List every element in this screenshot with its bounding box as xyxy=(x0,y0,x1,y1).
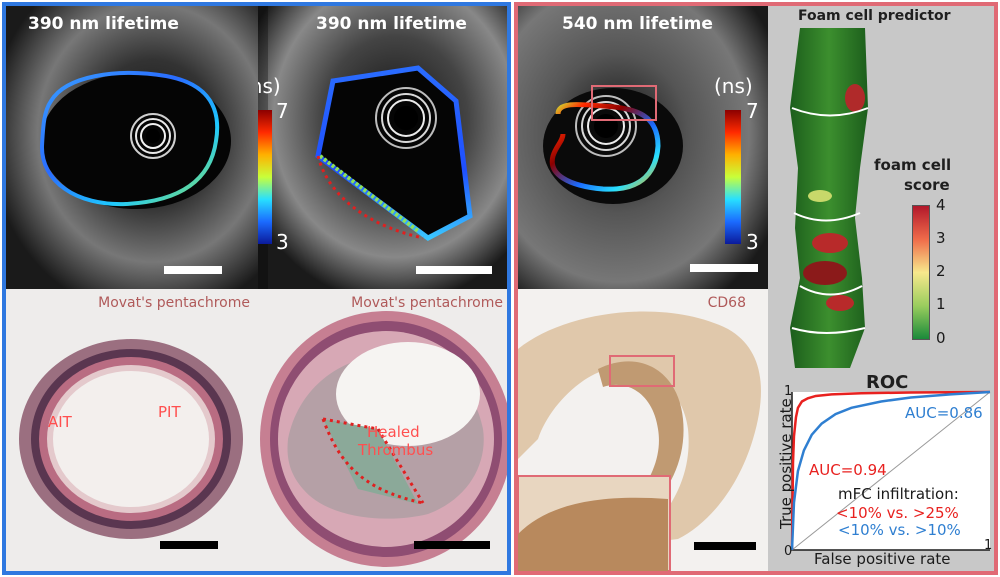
stain-label: Movat's pentachrome xyxy=(351,295,503,311)
roc-curve-1 xyxy=(790,390,991,551)
score-tick-1: 1 xyxy=(936,295,946,313)
scale-bar xyxy=(414,541,490,549)
stain-label: Movat's pentachrome xyxy=(98,295,250,311)
roc-curve-0 xyxy=(790,390,991,551)
left-panel-frame xyxy=(2,2,511,575)
oct-rings xyxy=(258,6,507,289)
colorbar-unit: (ns) xyxy=(714,74,753,98)
label-healed: Healed xyxy=(367,423,420,441)
legend-blue: <10% vs. >10% xyxy=(838,521,961,539)
histology-vessel xyxy=(260,311,507,567)
oct-title: 540 nm lifetime xyxy=(562,14,713,34)
score-colorbar xyxy=(912,205,930,340)
x-axis-label: False positive rate xyxy=(814,550,951,568)
scale-bar xyxy=(416,266,492,274)
oct-image-390nm-b: 390 nm lifetime (ns) 7 3 xyxy=(258,6,507,289)
legend-title: mFC infiltration: xyxy=(838,485,959,503)
x-tick-min: 0 xyxy=(784,544,793,559)
oct-title: 390 nm lifetime xyxy=(28,14,179,34)
legend-red: <10% vs. >25% xyxy=(836,504,959,522)
predictor-title: Foam cell predictor xyxy=(798,8,951,24)
score-label-line2: score xyxy=(904,176,950,194)
score-tick-4: 4 xyxy=(936,196,946,214)
roc-reference-line xyxy=(791,391,991,551)
y-tick-max: 1 xyxy=(784,384,793,399)
oct-image-540nm: 540 nm lifetime (ns) 7 3 xyxy=(518,6,768,289)
score-tick-3: 3 xyxy=(936,229,946,247)
scale-bar xyxy=(164,266,222,274)
colorbar-unit: (ns) xyxy=(258,74,281,98)
label-ait: AIT xyxy=(48,413,72,431)
roc-title: ROC xyxy=(866,372,909,393)
right-panel-frame xyxy=(514,2,998,575)
histology-movat-a: Movat's pentachrome AIT PIT xyxy=(6,289,258,571)
colorbar-lifetime xyxy=(258,110,272,244)
scale-bar xyxy=(690,264,758,272)
scale-bar xyxy=(160,541,218,549)
histology-cd68: CD68 xyxy=(518,289,768,571)
histology-vessel xyxy=(518,311,761,571)
auc-label-blue: AUC=0.86 xyxy=(905,404,983,422)
histology-movat-b: Movat's pentachrome Healed Thrombus xyxy=(258,289,507,571)
vessel-3d-model xyxy=(790,28,869,368)
score-label-line1: foam cell xyxy=(874,156,952,174)
colorbar-max: 7 xyxy=(746,99,759,123)
x-tick-max: 1 xyxy=(984,538,993,553)
auc-label-red: AUC=0.94 xyxy=(809,461,887,479)
colorbar-lifetime xyxy=(725,110,741,244)
histology-vessel xyxy=(19,339,243,539)
stain-label: CD68 xyxy=(707,295,746,311)
scale-bar xyxy=(694,542,756,550)
score-tick-0: 0 xyxy=(936,329,946,347)
y-axis-label: True positive rate xyxy=(777,398,795,529)
oct-title: 390 nm lifetime xyxy=(316,14,467,34)
colorbar-max: 7 xyxy=(276,99,289,123)
oct-rings xyxy=(6,6,258,289)
score-tick-2: 2 xyxy=(936,262,946,280)
label-pit: PIT xyxy=(158,403,181,421)
oct-image-390nm-a: 390 nm lifetime xyxy=(6,6,258,289)
roc-chart xyxy=(790,390,991,551)
colorbar-min: 3 xyxy=(276,230,289,254)
label-thrombus: Thrombus xyxy=(358,441,434,459)
colorbar-min: 3 xyxy=(746,230,759,254)
